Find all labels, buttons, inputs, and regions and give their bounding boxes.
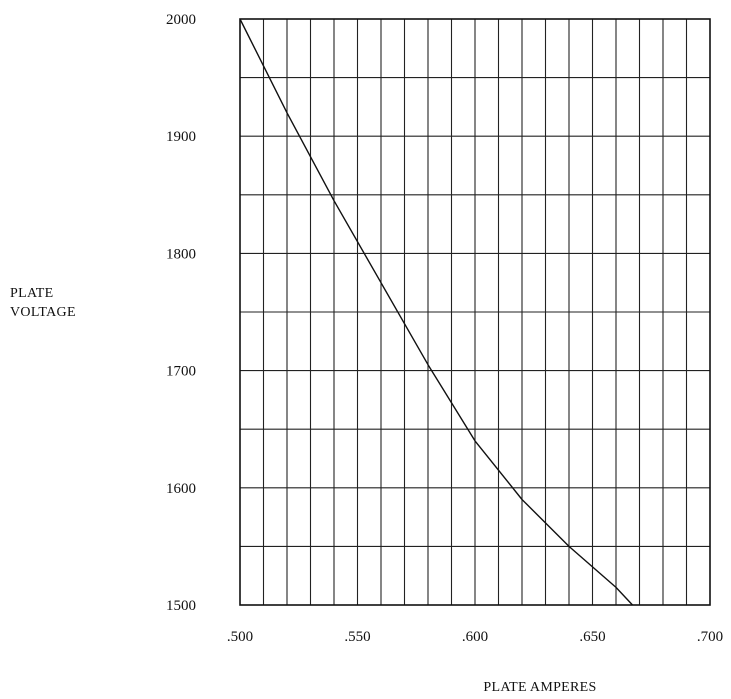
x-tick-label: .550: [344, 629, 370, 645]
y-axis-label-line-1: PLATE: [10, 286, 54, 301]
y-tick-label: 1600: [166, 481, 196, 497]
y-tick-label: 1700: [166, 364, 196, 380]
series-layer: [239, 18, 634, 606]
x-tick-label: .650: [579, 629, 605, 645]
series-line: [239, 18, 634, 606]
x-tick-labels: .500 .550 .600 .650 .700: [227, 629, 723, 645]
y-tick-labels: 1500 1600 1700 1800 1900 2000: [166, 12, 196, 614]
grid: [240, 19, 710, 605]
plot-frame: [239, 18, 711, 606]
y-tick-label: 1900: [166, 129, 196, 145]
y-tick-label: 1800: [166, 246, 196, 262]
y-tick-label: 1500: [166, 598, 196, 614]
y-axis-label-line-2: VOLTAGE: [10, 305, 76, 320]
x-tick-label: .600: [462, 629, 488, 645]
x-axis-label: PLATE AMPERES: [483, 680, 596, 695]
x-tick-label: .700: [697, 629, 723, 645]
y-tick-label: 2000: [166, 12, 196, 28]
x-tick-label: .500: [227, 629, 253, 645]
